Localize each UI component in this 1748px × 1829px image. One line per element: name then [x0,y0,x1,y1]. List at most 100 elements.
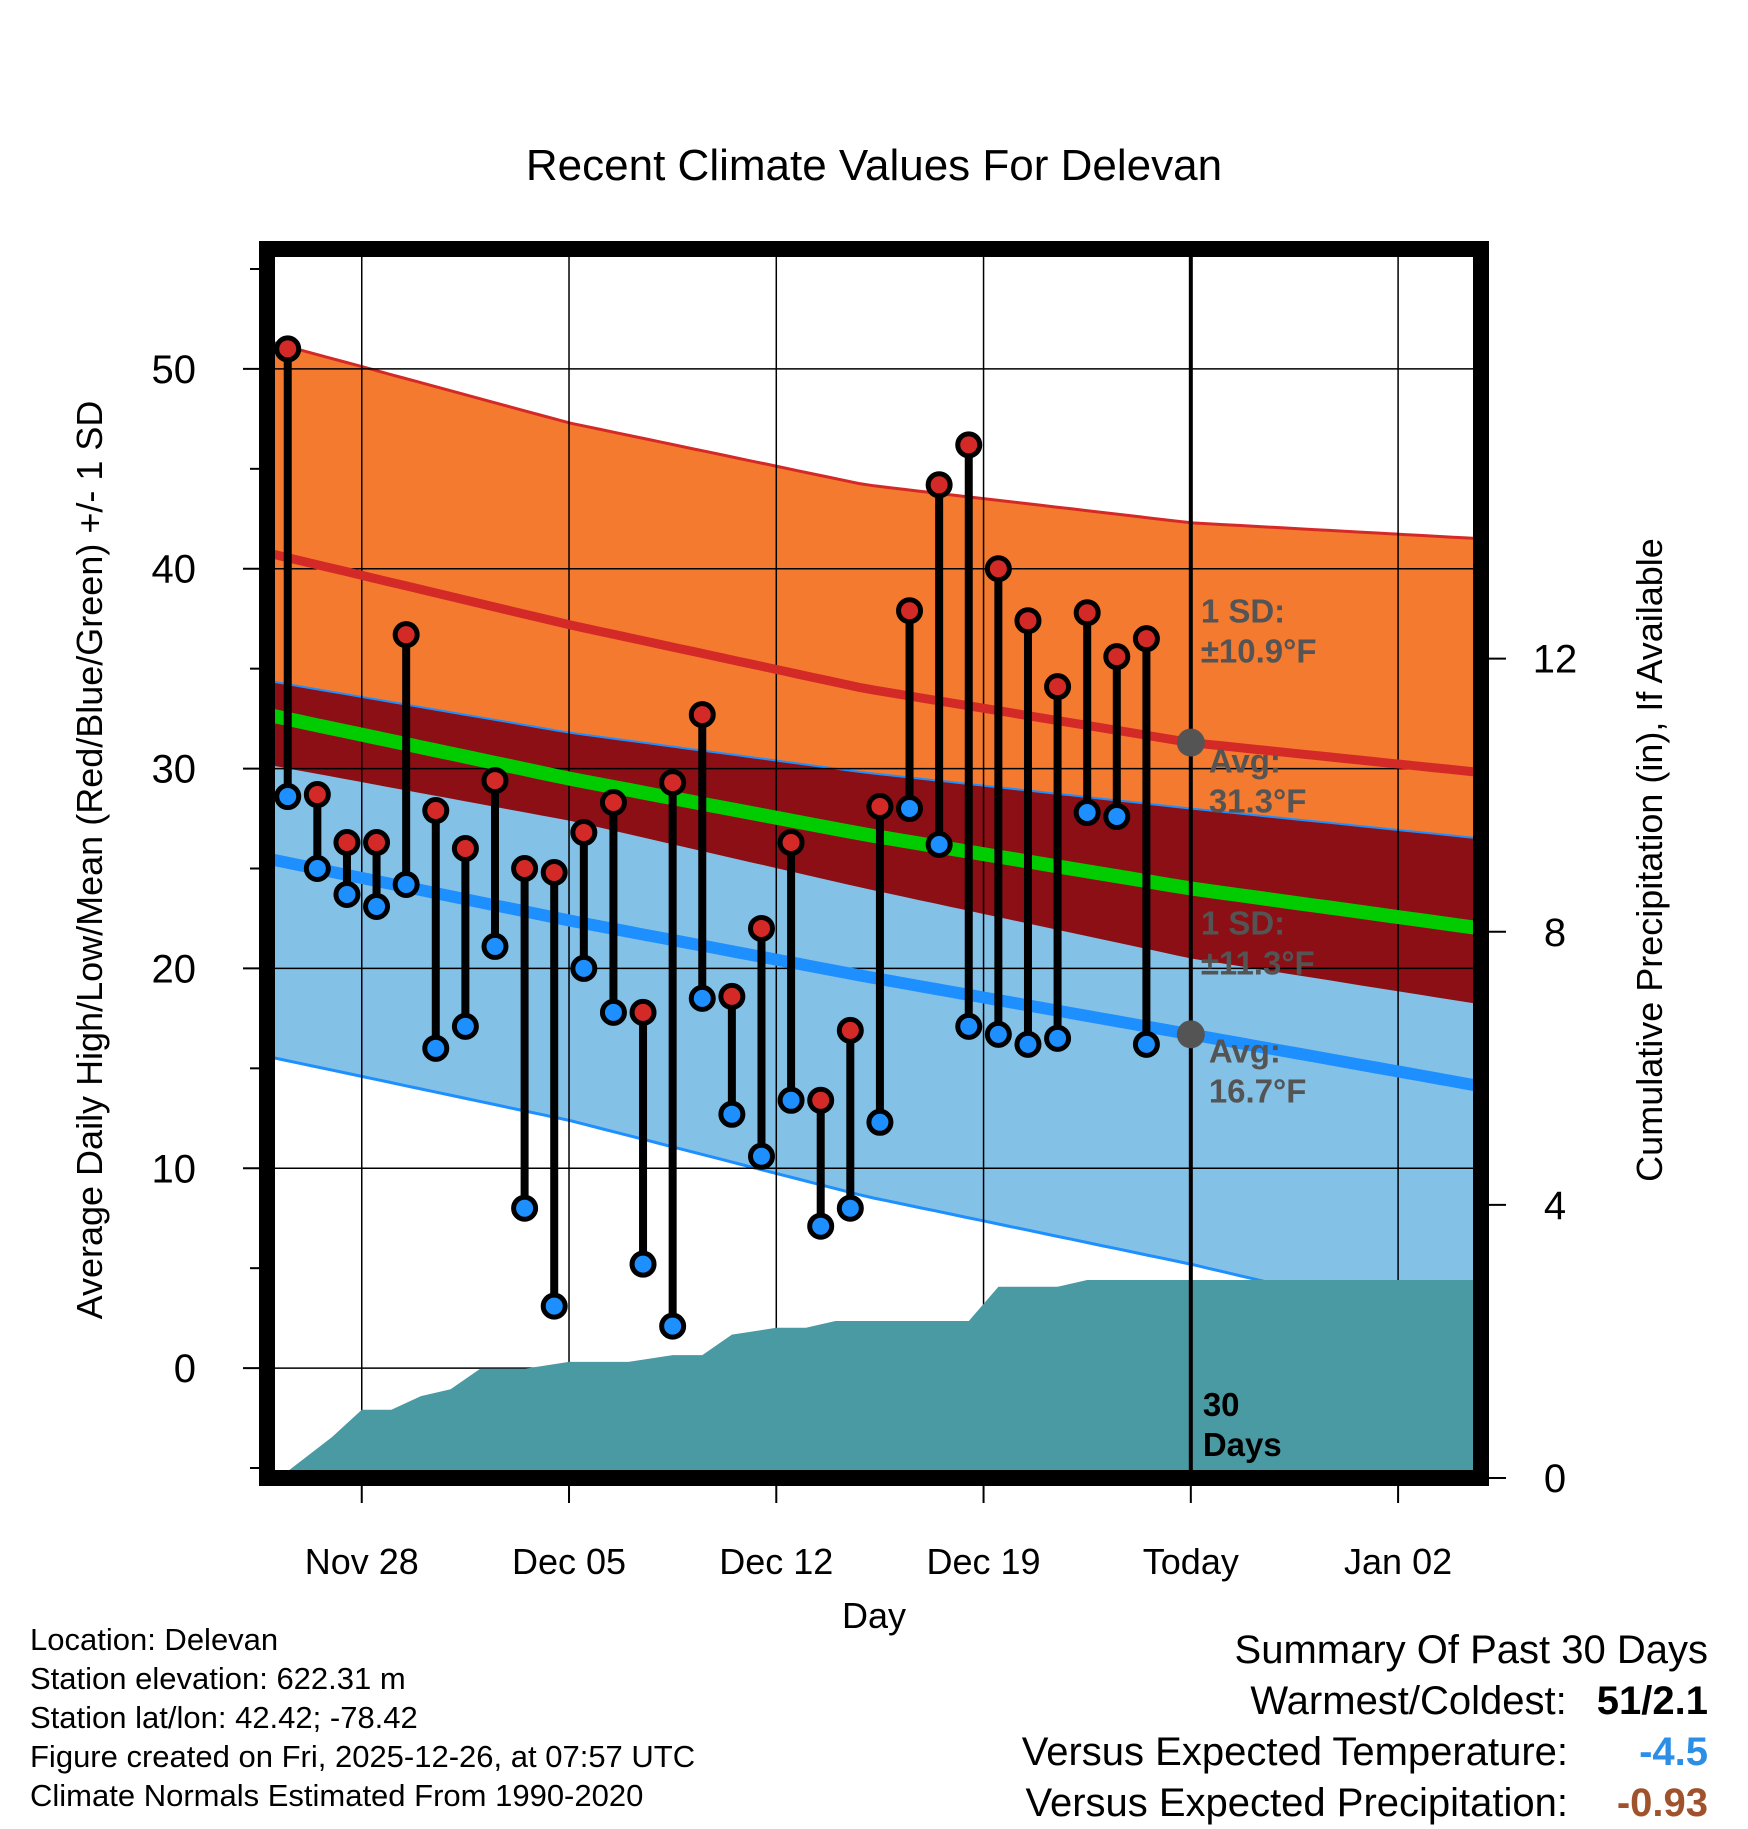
daily-high-dot [1073,599,1101,627]
x-tick-label: Dec 12 [719,1541,833,1582]
daily-low-dot [1073,799,1101,827]
daily-high-dot [807,1086,835,1114]
period-annotation: 30 Days [1203,1386,1282,1463]
daily-low-dot [1132,1030,1160,1058]
y-axis-label: Average Daily High/Low/Mean (Red/Blue/Gr… [69,401,110,1320]
daily-high-dot [1044,673,1072,701]
daily-high-dot [481,767,509,795]
low-sd-upper-line [266,679,1482,840]
daily-low-dot [896,795,924,823]
high-sd-upper-line [266,339,1482,541]
chart-title: Recent Climate Values For Delevan [526,141,1222,190]
daily-high-dot [274,335,302,363]
created-text: Figure created on Fri, 2025-12-26, at 07… [30,1739,696,1774]
daily-high-dot [540,858,568,886]
daily-high-dot [451,835,479,863]
normals-text: Climate Normals Estimated From 1990-2020 [30,1778,644,1813]
warm-cold-value: 51/2.1 [1596,1679,1708,1723]
daily-high-dot [955,431,983,459]
daily-high-dot [747,914,775,942]
daily-low-dot [718,1100,746,1128]
daily-low-dot [984,1020,1012,1048]
y2-tick-label: 0 [1544,1457,1566,1501]
y-tick-label: 0 [174,1347,196,1391]
y2-tick-label: 4 [1544,1184,1566,1228]
daily-low-dot [599,998,627,1026]
daily-high-dot [1132,625,1160,653]
high-sd-annotation: 1 SD: ±10.9°F [1201,593,1317,670]
daily-high-dot [363,829,391,857]
daily-high-dot [866,793,894,821]
y-tick-label: 10 [152,1147,197,1191]
y-tick-label: 30 [152,748,197,792]
daily-high-dot [333,829,361,857]
x-tick-label: Dec 19 [927,1541,1041,1582]
precip-label: Versus Expected Precipitation: [1025,1781,1568,1825]
precip-value: -0.93 [1616,1781,1708,1825]
daily-high-dot [629,998,657,1026]
summary-title: Summary Of Past 30 Days [1234,1628,1708,1672]
warm-cold-label: Warmest/Coldest: [1250,1679,1567,1723]
x-tick-label: Today [1143,1541,1239,1582]
temp-label: Versus Expected Temperature: [1021,1730,1568,1774]
daily-high-dot [984,555,1012,583]
daily-low-dot [629,1250,657,1278]
daily-low-dot [747,1142,775,1170]
x-tick-label: Nov 28 [305,1541,419,1582]
x-axis-label: Day [842,1595,906,1636]
y2-tick-label: 8 [1544,911,1566,955]
low-avg-today-dot [1176,1020,1205,1049]
daily-low-dot [451,1012,479,1040]
station-info: Location: Delevan Station elevation: 622… [30,1620,695,1815]
daily-high-dot [718,982,746,1010]
daily-high-dot [896,597,924,625]
x-tick-label: Dec 05 [512,1541,626,1582]
daily-low-dot [777,1086,805,1114]
daily-high-dot [570,819,598,847]
daily-low-dot [866,1108,894,1136]
temp-value: -4.5 [1639,1730,1708,1774]
daily-low-dot [1044,1024,1072,1052]
daily-high-dot [925,471,953,499]
daily-low-dot [363,892,391,920]
daily-high-dot [511,854,539,882]
daily-high-dot [1103,643,1131,671]
low-avg-annotation: Avg: 16.7°F [1209,1032,1307,1109]
daily-low-dot [1103,803,1131,831]
daily-low-dot [303,854,331,882]
temp-row: Versus Expected Temperature: -4.5 [1022,1727,1708,1778]
daily-high-dot [1014,607,1042,635]
daily-low-dot [807,1212,835,1240]
daily-low-dot [333,880,361,908]
elevation-text: Station elevation: 622.31 m [30,1661,406,1696]
location-text: Location: Delevan [30,1622,279,1657]
daily-high-dot [688,701,716,729]
daily-high-dot [836,1016,864,1044]
daily-low-dot [481,932,509,960]
warm-cold-row: Warmest/Coldest: 51/2.1 [1022,1676,1708,1727]
high-avg-annotation: Avg: 31.3°F [1209,743,1307,820]
plot-frame [259,241,1489,1486]
daily-low-dot [1014,1030,1042,1058]
high-avg-today-dot [1176,728,1205,757]
daily-low-dot [570,954,598,982]
daily-low-dot [511,1194,539,1222]
daily-low-dot [688,984,716,1012]
summary-panel: Summary Of Past 30 Days Warmest/Coldest:… [1022,1625,1708,1829]
daily-high-dot [303,781,331,809]
daily-low-dot [836,1194,864,1222]
daily-high-dot [392,621,420,649]
precip-row: Versus Expected Precipitation: -0.93 [1022,1778,1708,1829]
daily-high-dot [422,797,450,825]
daily-low-dot [925,831,953,859]
daily-high-dot [659,769,687,797]
daily-low-dot [422,1034,450,1062]
precip-area [267,1280,1481,1478]
daily-low-dot [274,783,302,811]
high-avg-line [265,548,1482,778]
y-tick-label: 40 [152,548,197,592]
y2-axis-label: Cumulative Precipitation (in), If Availa… [1629,538,1670,1182]
latlon-text: Station lat/lon: 42.42; -78.42 [30,1700,418,1735]
daily-low-dot [540,1292,568,1320]
